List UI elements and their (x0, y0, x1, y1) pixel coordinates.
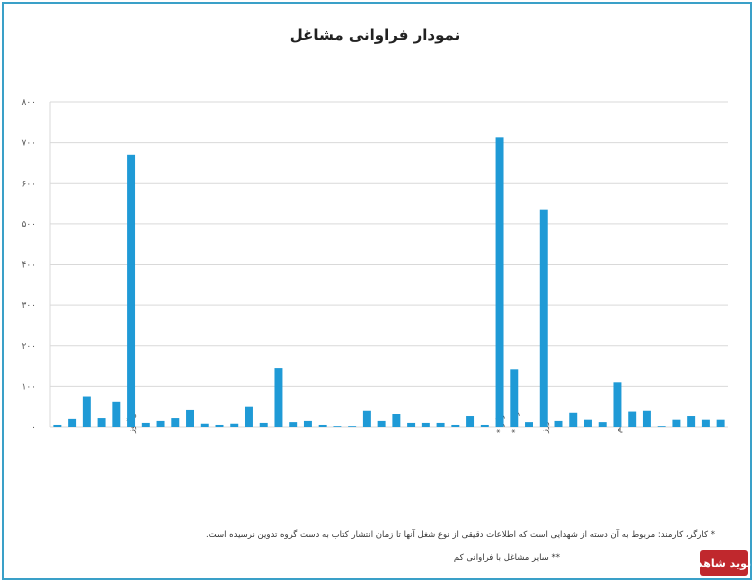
bar (53, 424, 62, 427)
logo: نوید شاهد (697, 557, 751, 570)
bar (289, 422, 298, 427)
bar (598, 422, 607, 427)
footnote: * کارگر، کارمند: مربوط به آن دسته از شهد… (206, 528, 715, 540)
bar (569, 412, 578, 427)
bar (525, 422, 534, 427)
bar (215, 424, 224, 427)
bar (554, 420, 563, 427)
bar (701, 419, 710, 427)
bar (230, 423, 239, 427)
bar (377, 420, 386, 427)
bar (392, 414, 401, 427)
bar (68, 418, 77, 427)
bar (127, 154, 136, 427)
bar (333, 426, 342, 427)
bar (407, 422, 416, 427)
y-tick-label: ۶۰۰ (21, 179, 36, 189)
y-tick-label: ۲۰۰ (21, 342, 36, 352)
bar (642, 410, 651, 427)
bar (274, 368, 283, 427)
bar (112, 401, 121, 427)
bar (348, 426, 357, 427)
bar (141, 422, 150, 427)
bar (156, 420, 165, 427)
bar (303, 420, 312, 427)
y-tick-label: ۵۰۰ (21, 220, 36, 230)
bar (82, 396, 91, 427)
bar (510, 369, 519, 427)
bar (436, 422, 445, 427)
bar (97, 418, 106, 427)
bar (466, 416, 475, 427)
bar (244, 406, 253, 427)
bar (628, 411, 637, 427)
bar (259, 422, 268, 427)
bar (672, 419, 681, 427)
bar (716, 419, 725, 427)
footnote: ** سایر مشاغل با فراوانی کم (454, 553, 560, 563)
bar (613, 382, 622, 427)
bar (200, 423, 209, 427)
bar (421, 422, 430, 427)
y-tick-label: ۱۰۰ (21, 382, 36, 392)
bar (362, 410, 371, 427)
y-tick-label: ۷۰۰ (21, 139, 36, 149)
bar (451, 424, 460, 427)
y-tick-label: ۰ (31, 423, 36, 433)
y-tick-label: ۴۰۰ (21, 261, 36, 271)
bar (171, 418, 180, 427)
logo-badge (700, 550, 748, 576)
bar (186, 409, 195, 427)
bar (495, 137, 504, 427)
bar (539, 209, 548, 427)
bar (318, 424, 327, 427)
chart-title: نمودار فراوانی مشاغل (290, 26, 460, 44)
bar (480, 424, 489, 427)
y-tick-label: ۸۰۰ (21, 98, 36, 108)
bar (583, 419, 592, 427)
y-tick-label: ۳۰۰ (21, 301, 36, 311)
bar (687, 416, 696, 427)
bar (657, 426, 666, 427)
